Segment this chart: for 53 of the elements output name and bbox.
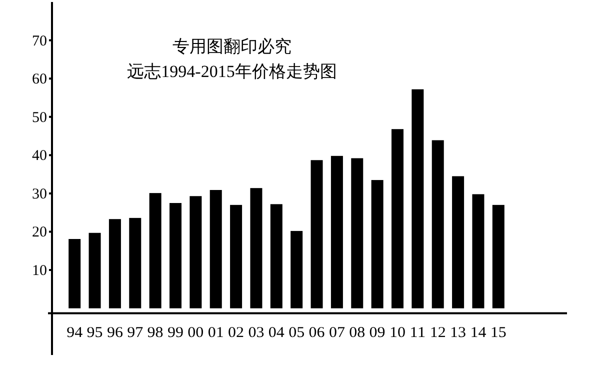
x-tick-label: 15 [490,325,506,341]
bar [351,158,364,308]
bar [330,156,343,308]
x-tick-label: 08 [349,325,366,341]
bar [412,89,424,308]
x-tick-label: 03 [248,325,264,341]
bar [310,160,323,308]
bar [290,230,303,308]
bar [88,232,101,308]
x-tick-label: 98 [147,325,164,341]
x-tick-label: 09 [369,325,386,341]
x-tick-label: 95 [86,325,103,341]
bar [472,194,484,308]
bar [371,180,384,308]
x-tick-label: 13 [450,325,466,341]
y-tick-label: 70 [32,33,47,50]
y-tick-label: 30 [32,186,47,202]
y-tick-label: 60 [32,72,47,88]
x-tick-label: 04 [268,325,285,341]
x-tick-label: 96 [106,325,124,341]
bar [452,176,464,308]
bar [432,140,444,308]
bar [210,190,222,308]
y-tick-label: 20 [32,224,47,241]
bar [190,196,202,308]
x-tick-label: 97 [127,325,144,341]
bar [270,204,282,308]
x-tick-label: 05 [288,325,305,341]
y-tick-label: 10 [32,263,47,280]
x-tick-label: 12 [430,325,446,341]
x-tick-label: 06 [308,325,326,341]
bar [108,219,121,308]
x-tick-label: 01 [208,325,224,341]
bar [392,129,404,308]
text: 专用图翻印必究 [172,37,292,56]
bar [149,193,162,308]
x-tick-label: 02 [228,325,244,341]
x-tick-label: 00 [188,325,204,341]
x-tick-label: 14 [470,325,487,341]
bar [129,218,142,308]
bar [230,204,242,308]
y-tick-label: 40 [32,148,47,164]
y-tick-label: 50 [32,110,47,126]
bar [68,239,81,308]
x-tick-label: 11 [410,325,426,341]
bar [250,188,262,308]
x-tick-label: 10 [390,325,406,341]
bar [492,204,504,308]
x-tick-label: 94 [66,325,84,341]
bar [170,203,182,308]
x-tick-label: 99 [168,325,184,341]
x-tick-label: 07 [328,325,346,341]
text: 远志1994-2015年价格走势图 [127,62,337,81]
